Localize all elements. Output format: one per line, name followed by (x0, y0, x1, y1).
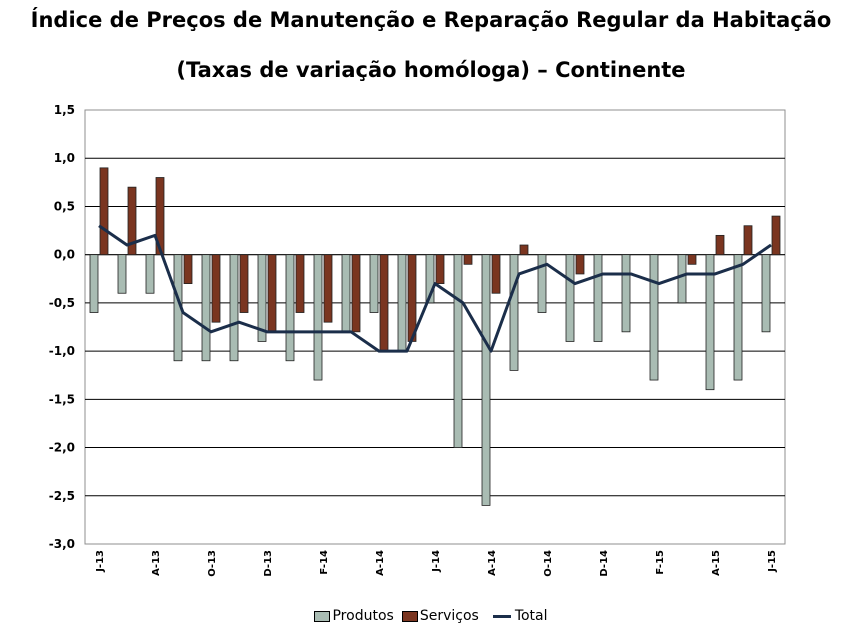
legend-swatch-servicos (401, 610, 418, 622)
bar-produtos (425, 254, 435, 304)
bar-produtos (621, 254, 631, 333)
bar-servicos (211, 254, 221, 323)
legend-item-total: Total (492, 608, 548, 624)
y-tick-label: -2,0 (49, 441, 75, 455)
line-total (98, 224, 772, 353)
bar-produtos (761, 254, 771, 333)
y-tick-label: 1,0 (54, 151, 75, 165)
bar-servicos (127, 186, 137, 256)
bar-servicos (295, 254, 305, 313)
x-tick-label: F-14 (319, 550, 330, 575)
bar-produtos (229, 254, 239, 362)
x-tick-label: J-15 (767, 550, 778, 573)
bar-servicos (435, 254, 445, 285)
y-tick-label: 0,0 (54, 248, 75, 262)
bar-produtos (369, 254, 379, 313)
x-tick-label: A-14 (487, 550, 498, 576)
bar-produtos (201, 254, 211, 362)
bar-servicos (715, 234, 725, 256)
y-tick-label: -0,5 (49, 296, 75, 310)
bar-produtos (341, 254, 351, 333)
bar-servicos (323, 254, 333, 323)
bar-servicos (771, 215, 781, 256)
legend-item-produtos: Produtos (314, 608, 394, 624)
bar-produtos (453, 254, 463, 448)
bar-produtos (537, 254, 547, 313)
bar-produtos (481, 254, 491, 506)
x-tick-label: A-14 (375, 550, 386, 576)
y-tick-label: -2,5 (49, 489, 75, 503)
chart-area: 1,5 1,0 0,5 0,0 -0,5 -1,0 -1,5 -2,0 -2,5 -3,0 J-1… (49, 103, 786, 577)
bar-servicos (379, 254, 389, 352)
bar-servicos (267, 254, 277, 333)
x-tick-label: D-14 (599, 550, 610, 577)
bar-servicos (99, 167, 109, 256)
x-tick-label: J-13 (95, 550, 106, 573)
bar-servicos (519, 244, 529, 256)
legend-label-total: Total (514, 608, 548, 624)
bar-produtos (565, 254, 575, 342)
y-tick-label: 0,5 (54, 199, 75, 213)
chart-subtitle: (Taxas de variação homóloga) – Continent… (176, 58, 686, 82)
bar-servicos (463, 254, 473, 265)
bar-produtos (285, 254, 295, 362)
chart-title: Índice de Preços de Manutenção e Reparaç… (30, 8, 832, 32)
legend-swatch-total (492, 614, 511, 618)
legend-label-servicos: Serviços (419, 608, 479, 624)
bar-produtos (145, 254, 155, 294)
legend-label-produtos: Produtos (332, 608, 394, 624)
bar-produtos (733, 254, 743, 381)
bar-produtos (89, 254, 99, 313)
bar-produtos (593, 254, 603, 342)
bar-servicos (743, 225, 753, 256)
bar-servicos (491, 254, 501, 294)
y-tick-label: -1,5 (49, 392, 75, 406)
x-tick-label: F-15 (655, 550, 666, 575)
x-tick-label: D-13 (263, 550, 274, 577)
bar-produtos (509, 254, 519, 371)
y-tick-label: 1,5 (54, 103, 75, 117)
bar-servicos (155, 177, 165, 256)
bar-servicos (239, 254, 249, 313)
bar-produtos (677, 254, 687, 304)
y-tick-label: -3,0 (49, 537, 75, 551)
legend-item-servicos: Serviços (401, 608, 479, 624)
bar-produtos (705, 254, 715, 391)
x-tick-label: J-14 (431, 550, 442, 573)
bar-produtos (397, 254, 407, 352)
plot-area (84, 109, 786, 545)
x-tick-label: A-15 (711, 550, 722, 576)
legend: Produtos Serviços Total (0, 608, 862, 624)
bar-produtos (257, 254, 267, 342)
y-tick-label: -1,0 (49, 344, 75, 358)
bar-servicos (183, 254, 193, 285)
bar-servicos (687, 254, 697, 265)
x-tick-label: A-13 (151, 550, 162, 576)
x-tick-label: O-13 (207, 550, 218, 577)
bar-produtos (117, 254, 127, 294)
bar-produtos (649, 254, 659, 381)
legend-swatch-produtos (314, 610, 331, 622)
x-tick-label: O-14 (543, 550, 554, 577)
bar-servicos (351, 254, 361, 333)
bar-produtos (313, 254, 323, 381)
bar-servicos (575, 254, 585, 275)
